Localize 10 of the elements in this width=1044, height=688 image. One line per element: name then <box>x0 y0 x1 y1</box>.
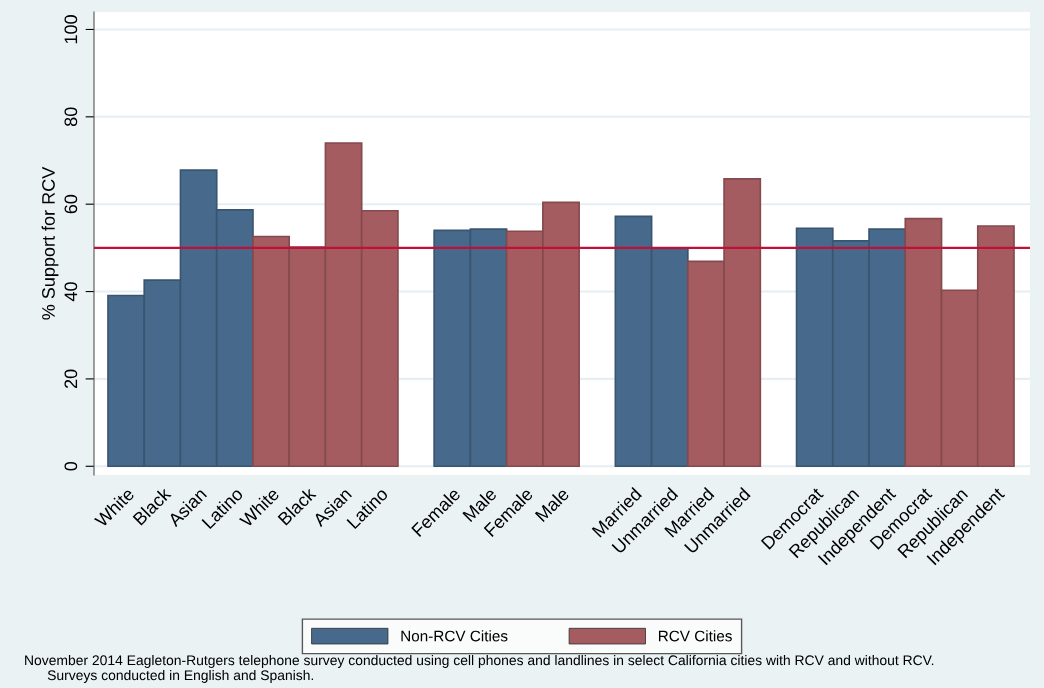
text: November 2014 Eagleton-Rutgers telephone survey conducted using cell phones and landlines in select California cities with RCV and without RCV. Surveys conducted in English and Spanish. <box>25 655 934 683</box>
y-tick-label: 100 <box>64 15 78 44</box>
y-axis-title: % Support for RCV <box>41 166 59 320</box>
y-tick-label: 40 <box>64 282 78 302</box>
y-tick-label: 80 <box>64 107 78 127</box>
legend-label: RCV Cities <box>658 630 732 642</box>
y-tick-label: 20 <box>64 369 78 389</box>
legend-label: Non-RCV Cities <box>401 630 508 642</box>
y-tick-label: 60 <box>64 194 78 214</box>
y-tick-label: 0 <box>64 461 78 471</box>
